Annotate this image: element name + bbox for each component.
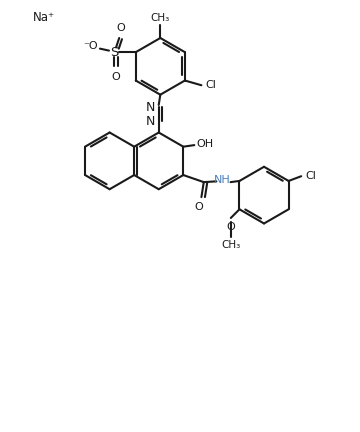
Text: OH: OH — [197, 139, 214, 149]
Text: O: O — [226, 222, 235, 232]
Text: Cl: Cl — [306, 171, 316, 181]
Text: O: O — [111, 73, 120, 83]
Text: CH₃: CH₃ — [221, 240, 240, 250]
Text: S: S — [110, 46, 118, 59]
Text: N: N — [145, 115, 155, 128]
Text: NH: NH — [213, 175, 230, 185]
Text: ⁻O: ⁻O — [83, 41, 98, 51]
Text: Na⁺: Na⁺ — [33, 11, 55, 24]
Text: N: N — [145, 101, 155, 114]
Text: Cl: Cl — [206, 80, 217, 90]
Text: O: O — [117, 23, 126, 33]
Text: CH₃: CH₃ — [151, 13, 170, 22]
Text: O: O — [195, 202, 203, 213]
